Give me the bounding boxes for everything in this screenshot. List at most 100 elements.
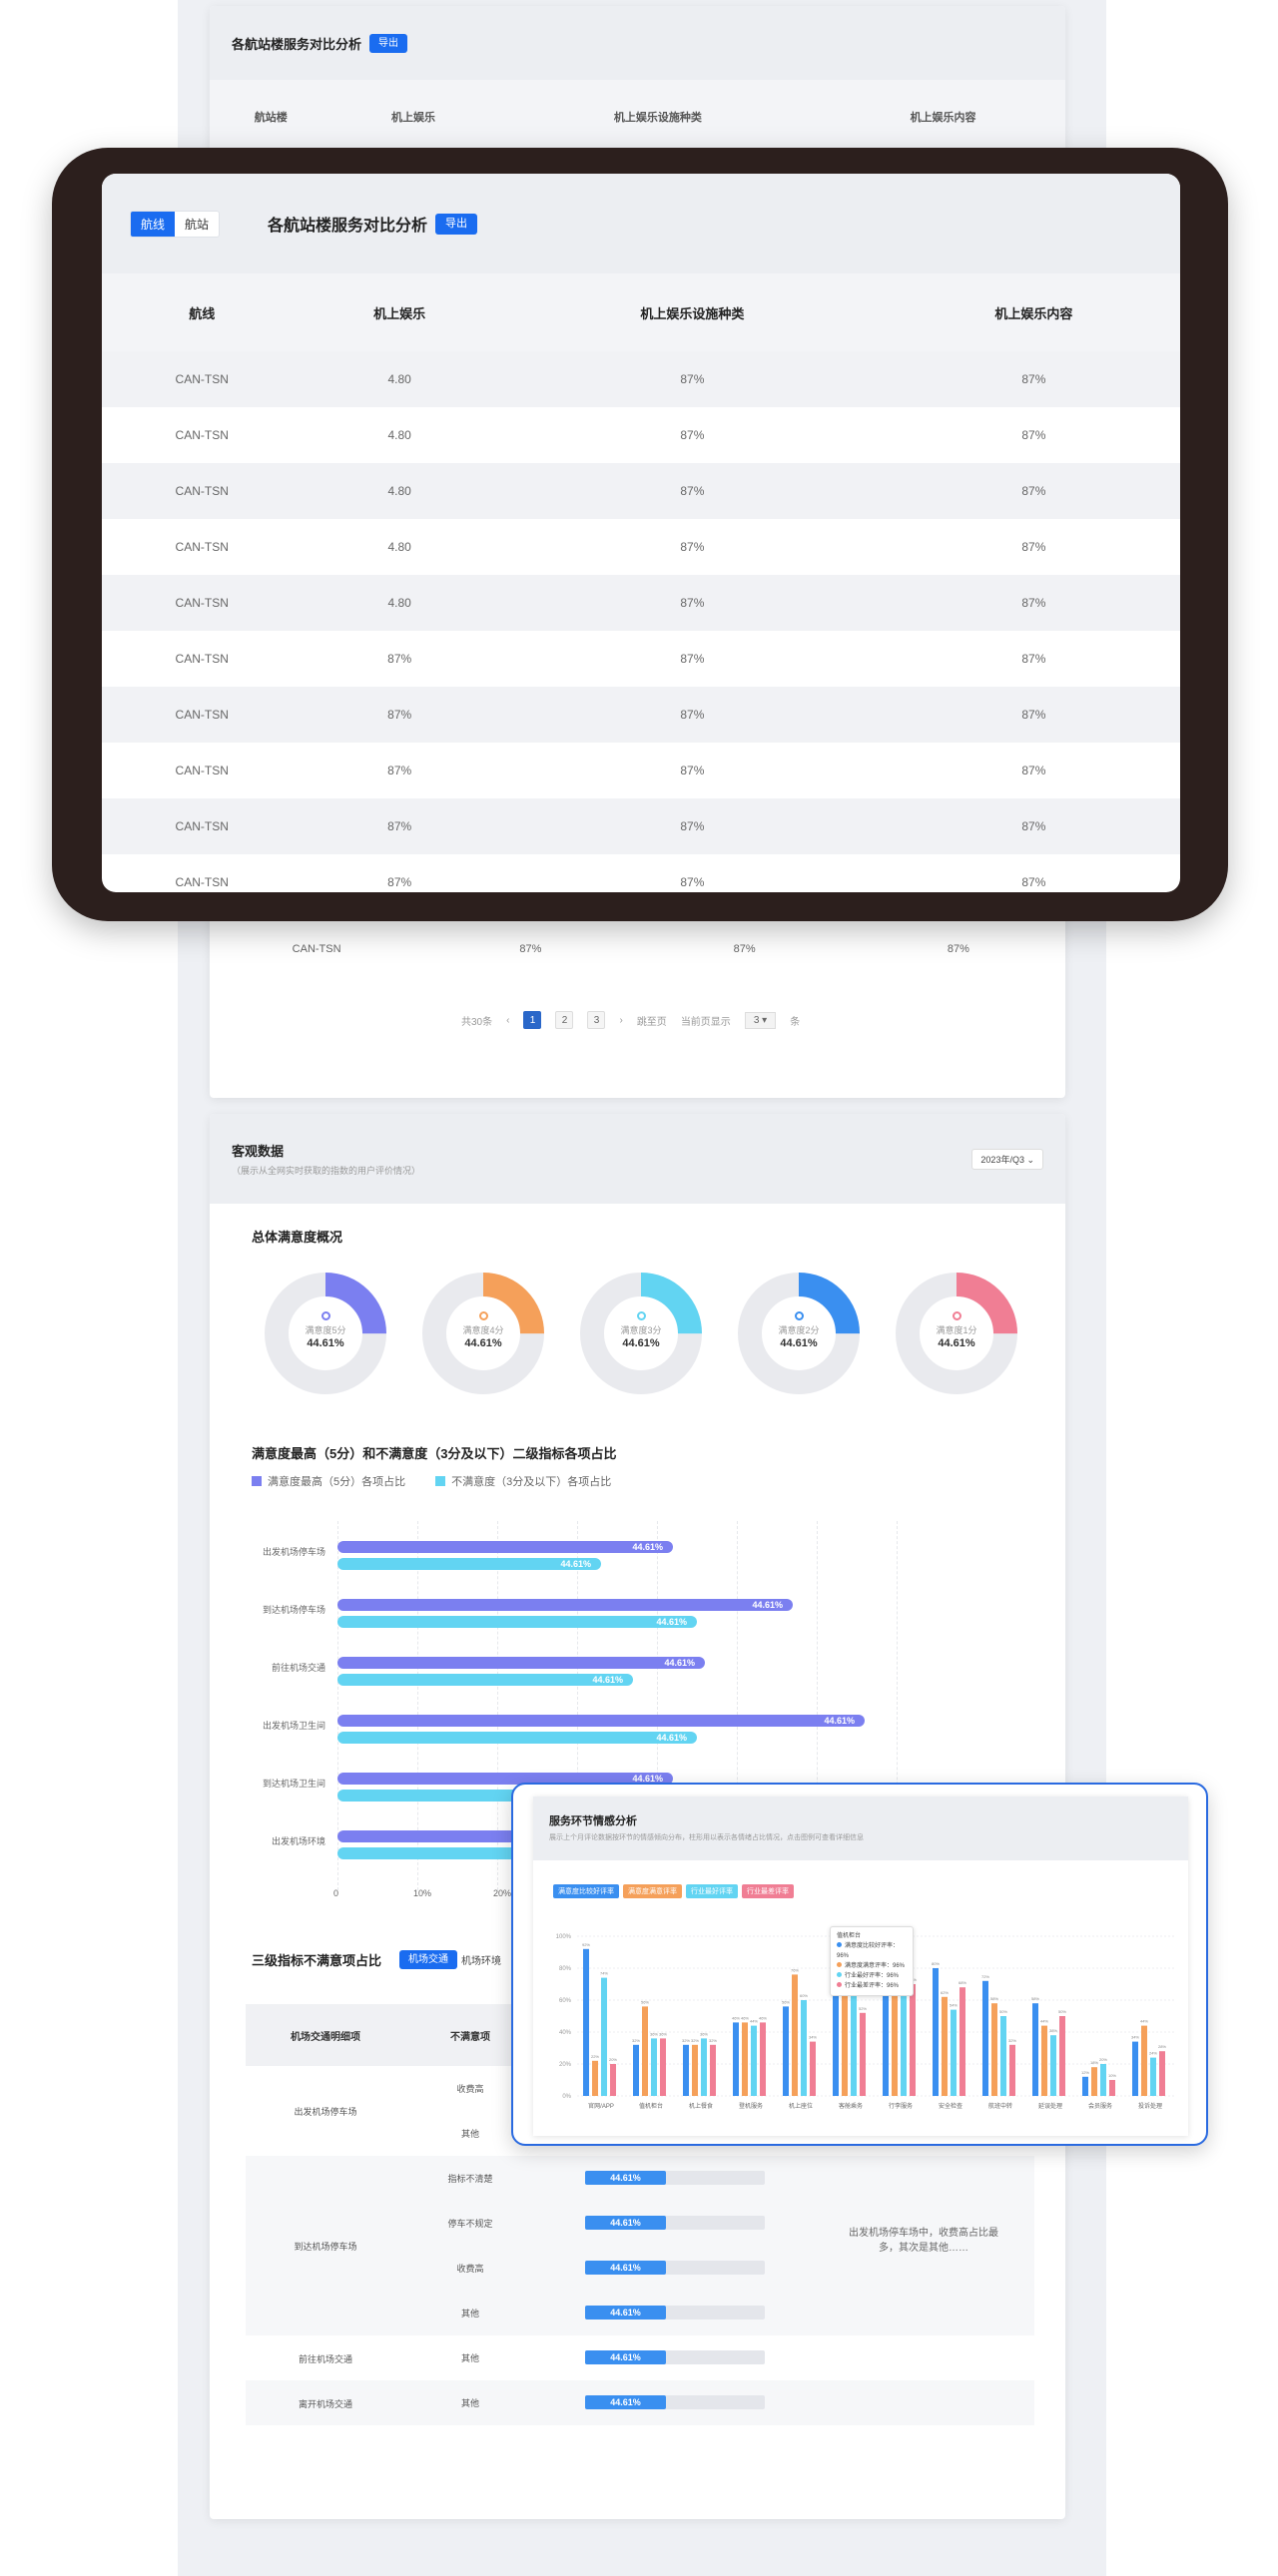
- zoom-export-button[interactable]: 导出: [435, 213, 478, 235]
- tab-route[interactable]: 航线: [131, 211, 176, 237]
- bar-value-label: 32%: [691, 2038, 699, 2043]
- chart-tooltip: 值机柜台 满意度比较好评率：96% 满意度满意评率：96% 行业最好评率：96%…: [830, 1926, 914, 1996]
- pagination: 共30条 ‹ 1 2 3 › 跳至页 当前页显示 3 ▾ 条: [461, 1011, 800, 1029]
- third-title: 三级指标不满意项占比: [252, 1953, 382, 1968]
- table-cell: 87%: [680, 540, 705, 554]
- table-cell: 4.80: [387, 428, 411, 442]
- total-count: 共30条: [461, 1016, 493, 1028]
- sentiment-bar: [1000, 2016, 1006, 2096]
- item-name: 收费高: [456, 2084, 484, 2094]
- objective-subtitle: （展示从全网实时获取的指数的用户评价情况）: [232, 1166, 421, 1176]
- bar-value-label: 18%: [1090, 2060, 1098, 2065]
- bar-value-label: 68%: [958, 1980, 966, 1985]
- legend-item[interactable]: 满意度最高（5分）各项占比: [252, 1473, 405, 1489]
- gridline: [737, 1521, 738, 1890]
- callout-legend: 满意度比较好评率 满意度满意评率 行业最好评率 行业最差评率: [553, 1884, 794, 1898]
- bar-satisfied: 44.61%: [337, 1657, 705, 1669]
- bar-section-title: 满意度最高（5分）和不满意度（3分及以下）二级指标各项占比: [252, 1446, 617, 1461]
- sentiment-bar: [1041, 2025, 1047, 2096]
- bar-value-label: 72%: [981, 1974, 989, 1979]
- axis-tick: 20%: [493, 1888, 512, 1898]
- table-cell: CAN-TSN: [102, 798, 303, 854]
- tooltip-title: 值机柜台: [837, 1933, 862, 1939]
- table-cell: 87%: [496, 463, 888, 519]
- tab-airport-env[interactable]: 机场环境: [461, 1956, 501, 1967]
- tab-terminal[interactable]: 航站: [185, 217, 210, 232]
- donut-value: 44.61%: [938, 1337, 975, 1349]
- table-cell: 87%: [496, 798, 888, 854]
- table-cell: 4.80: [387, 540, 411, 554]
- progress-bar: 44.61%: [585, 2171, 765, 2185]
- next-page-icon[interactable]: ›: [619, 1014, 623, 1026]
- sentiment-bar: [801, 2000, 807, 2096]
- y-tick-label: 80%: [559, 1966, 572, 1972]
- bar-value-label: 36%: [700, 2031, 708, 2036]
- table-cell: 87%: [887, 798, 1180, 854]
- zoom-col-2: 机上娱乐设施种类: [496, 273, 888, 351]
- table-row: CAN-TSN 87% 87% 87%: [210, 914, 1065, 984]
- progress-bar: 44.61%: [585, 2216, 765, 2230]
- progress-fill: 44.61%: [585, 2395, 666, 2409]
- bar-value-label: 20%: [609, 2057, 617, 2062]
- sentiment-bar: [1132, 2041, 1138, 2096]
- page-1[interactable]: 1: [523, 1011, 542, 1029]
- donut-caption: 满意度4分: [462, 1325, 504, 1335]
- table-cell: 87%: [887, 575, 1180, 631]
- table-cell: 87%: [1021, 428, 1046, 442]
- tab-airport-traffic[interactable]: 机场交通: [399, 1950, 457, 1969]
- page-3[interactable]: 3: [587, 1011, 606, 1029]
- sentiment-bar: [633, 2044, 639, 2096]
- sentiment-bar: [892, 1948, 898, 2096]
- legend-chip[interactable]: 行业最好评率: [686, 1884, 738, 1898]
- bar-unsatisfied: 44.61%: [337, 1558, 601, 1570]
- bar-value-label: 24%: [1149, 2051, 1157, 2056]
- bar-value-label: 56%: [641, 1999, 649, 2004]
- sentiment-bar: [1150, 2057, 1156, 2096]
- donut-slice: [265, 1273, 386, 1394]
- prev-page-icon[interactable]: ‹: [506, 1014, 510, 1026]
- y-tick-label: 100%: [556, 1934, 572, 1940]
- bar-value-label: 58%: [990, 1996, 998, 2001]
- progress-fill: 44.61%: [585, 2306, 666, 2319]
- legend-chip[interactable]: 满意度比较好评率: [553, 1884, 619, 1898]
- progress-bar: 44.61%: [585, 2395, 765, 2409]
- zoom-col-1: 机上娱乐: [302, 273, 497, 351]
- sentiment-bar: [1159, 2051, 1165, 2096]
- sentiment-bar: [651, 2038, 657, 2096]
- legend-chip[interactable]: 满意度满意评率: [623, 1884, 682, 1898]
- bar-unsatisfied: 44.61%: [337, 1732, 697, 1744]
- period-select[interactable]: 2023年/Q3 ⌄: [971, 1148, 1043, 1170]
- legend-item[interactable]: 不满意度（3分及以下）各项占比: [435, 1473, 611, 1489]
- bar-value-label: 10%: [1108, 2073, 1116, 2078]
- y-tick-label: 20%: [559, 2062, 572, 2068]
- x-tick-label: 官网/APP: [588, 2102, 614, 2110]
- item-name: 收费高: [456, 2264, 484, 2274]
- page-2[interactable]: 2: [555, 1011, 574, 1029]
- bar-satisfied: 44.61%: [337, 1541, 673, 1553]
- gridline: [657, 1521, 658, 1890]
- bar-value-label: 32%: [709, 2038, 717, 2043]
- progress-bar: 44.61%: [585, 2306, 765, 2319]
- sentiment-bar: [883, 1974, 889, 2096]
- donut-dot-icon: [952, 1311, 961, 1320]
- table-cell: 4.80: [302, 463, 497, 519]
- per-page-select[interactable]: 3 ▾: [744, 1011, 777, 1029]
- table-row: CAN-TSN 87% 87% 87%: [102, 687, 1180, 743]
- callout-subtitle: 展示上个月评论数据按环节的情感倾向分布，柱形用以表示各情绪占比情况，点击图例可查…: [549, 1834, 864, 1841]
- table-cell: 87%: [1021, 875, 1046, 889]
- export-button[interactable]: 导出: [369, 33, 408, 53]
- bar-value-label: 62%: [941, 1990, 949, 1995]
- table-cell: 87%: [887, 463, 1180, 519]
- table-cell: 87%: [887, 687, 1180, 743]
- sentiment-bar: [601, 1977, 607, 2096]
- table-cell: CAN-TSN: [102, 351, 303, 407]
- bar-value-label: 50%: [999, 2009, 1007, 2014]
- sentiment-callout: 服务环节情感分析 展示上个月评论数据按环节的情感倾向分布，柱形用以表示各情绪占比…: [511, 1783, 1208, 2146]
- donut-value: 44.61%: [307, 1337, 344, 1349]
- bar-value-label: 12%: [1081, 2070, 1089, 2075]
- bar-value-label: 58%: [1031, 1996, 1039, 2001]
- category-label: 前往机场交通: [271, 1663, 325, 1673]
- objective-title: 客观数据: [232, 1144, 285, 1159]
- legend-chip[interactable]: 行业最差评率: [742, 1884, 794, 1898]
- x-tick-label: 投诉处理: [1138, 2102, 1162, 2110]
